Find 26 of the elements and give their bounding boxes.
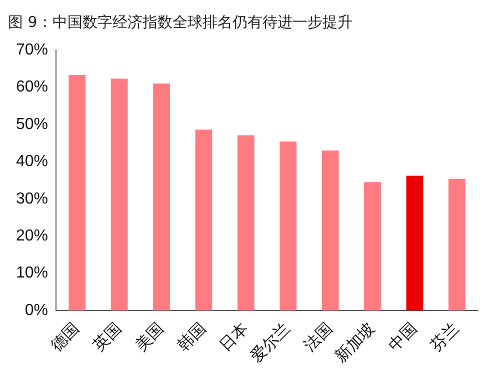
x-tick-label: 爱尔兰 bbox=[246, 318, 294, 366]
bar bbox=[280, 142, 297, 310]
bar bbox=[237, 135, 254, 310]
x-tick-label: 德国 bbox=[46, 318, 83, 355]
y-tick-label: 20% bbox=[16, 227, 48, 244]
x-tick-label: 韩国 bbox=[173, 318, 210, 355]
y-tick-label: 40% bbox=[16, 153, 48, 170]
bar bbox=[406, 176, 424, 310]
y-tick-label: 30% bbox=[16, 190, 48, 208]
bar bbox=[322, 150, 339, 310]
x-tick-label: 芬兰 bbox=[426, 318, 463, 355]
bar bbox=[153, 83, 170, 310]
y-tick-label: 0% bbox=[24, 302, 48, 319]
chart-title: 图 9：中国数字经济指数全球排名仍有待进一步提升 bbox=[8, 12, 352, 31]
bar bbox=[448, 178, 466, 310]
x-tick-label: 中国 bbox=[384, 318, 420, 355]
x-tick-label: 英国 bbox=[89, 318, 126, 355]
y-tick-label: 70% bbox=[16, 41, 48, 58]
bar bbox=[364, 182, 381, 310]
bar bbox=[110, 78, 128, 310]
x-tick-label: 美国 bbox=[131, 318, 168, 355]
bar bbox=[195, 130, 212, 310]
y-tick-label: 50% bbox=[16, 116, 48, 133]
bar bbox=[68, 74, 86, 310]
y-tick-label: 60% bbox=[16, 78, 48, 96]
y-tick-label: 10% bbox=[16, 264, 48, 282]
